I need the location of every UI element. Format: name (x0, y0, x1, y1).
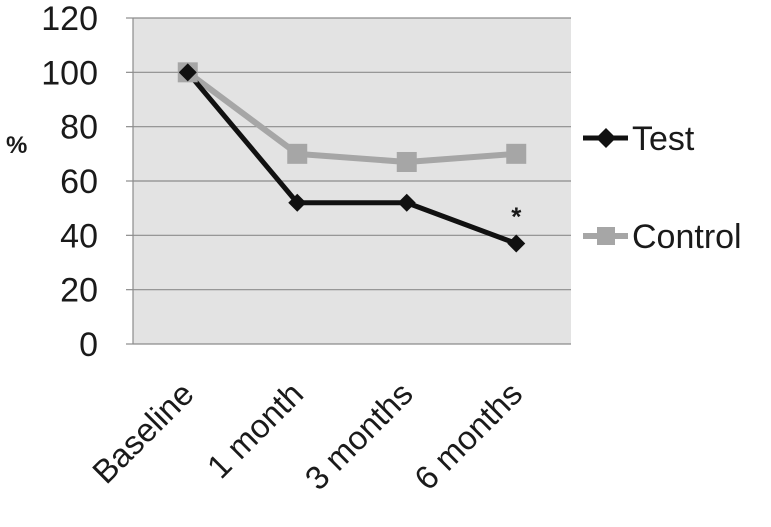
x-tick-label: Baseline (85, 375, 201, 491)
point-control (287, 143, 308, 164)
x-tick-label: 1 month (200, 375, 310, 485)
legend-marker-test (596, 128, 616, 148)
legend-item-test: Test (583, 120, 695, 158)
y-tick-label: 60 (60, 163, 98, 201)
y-tick-label: 100 (41, 54, 98, 92)
series-line-test (185, 70, 518, 246)
y-tick-label: 120 (41, 0, 98, 38)
point-control (396, 151, 417, 172)
point-test (178, 63, 197, 82)
annotations: * (511, 201, 522, 231)
y-tick-label: 40 (60, 217, 98, 255)
point-test (397, 193, 416, 212)
y-tick-label: 20 (60, 272, 98, 310)
point-test (507, 234, 526, 253)
y-tick-label: 0 (79, 326, 98, 364)
significance-annotation: * (511, 201, 522, 231)
legend: Test Control (583, 120, 742, 256)
y-axis-label: % (6, 132, 27, 159)
series-line-control (185, 69, 517, 165)
point-control (506, 143, 527, 164)
y-axis: 0 20 40 60 80 100 120 (41, 0, 134, 364)
legend-label-test: Test (632, 120, 695, 158)
gridlines (133, 17, 571, 345)
series-markers (177, 62, 527, 253)
legend-marker-control (597, 227, 615, 245)
legend-label-control: Control (632, 218, 742, 256)
legend-item-control: Control (583, 218, 742, 256)
point-test (288, 193, 307, 212)
series-lines (185, 69, 518, 246)
x-tick-label: 3 months (298, 375, 420, 497)
x-tick-label: 6 months (407, 375, 529, 497)
y-tick-label: 80 (60, 109, 98, 147)
